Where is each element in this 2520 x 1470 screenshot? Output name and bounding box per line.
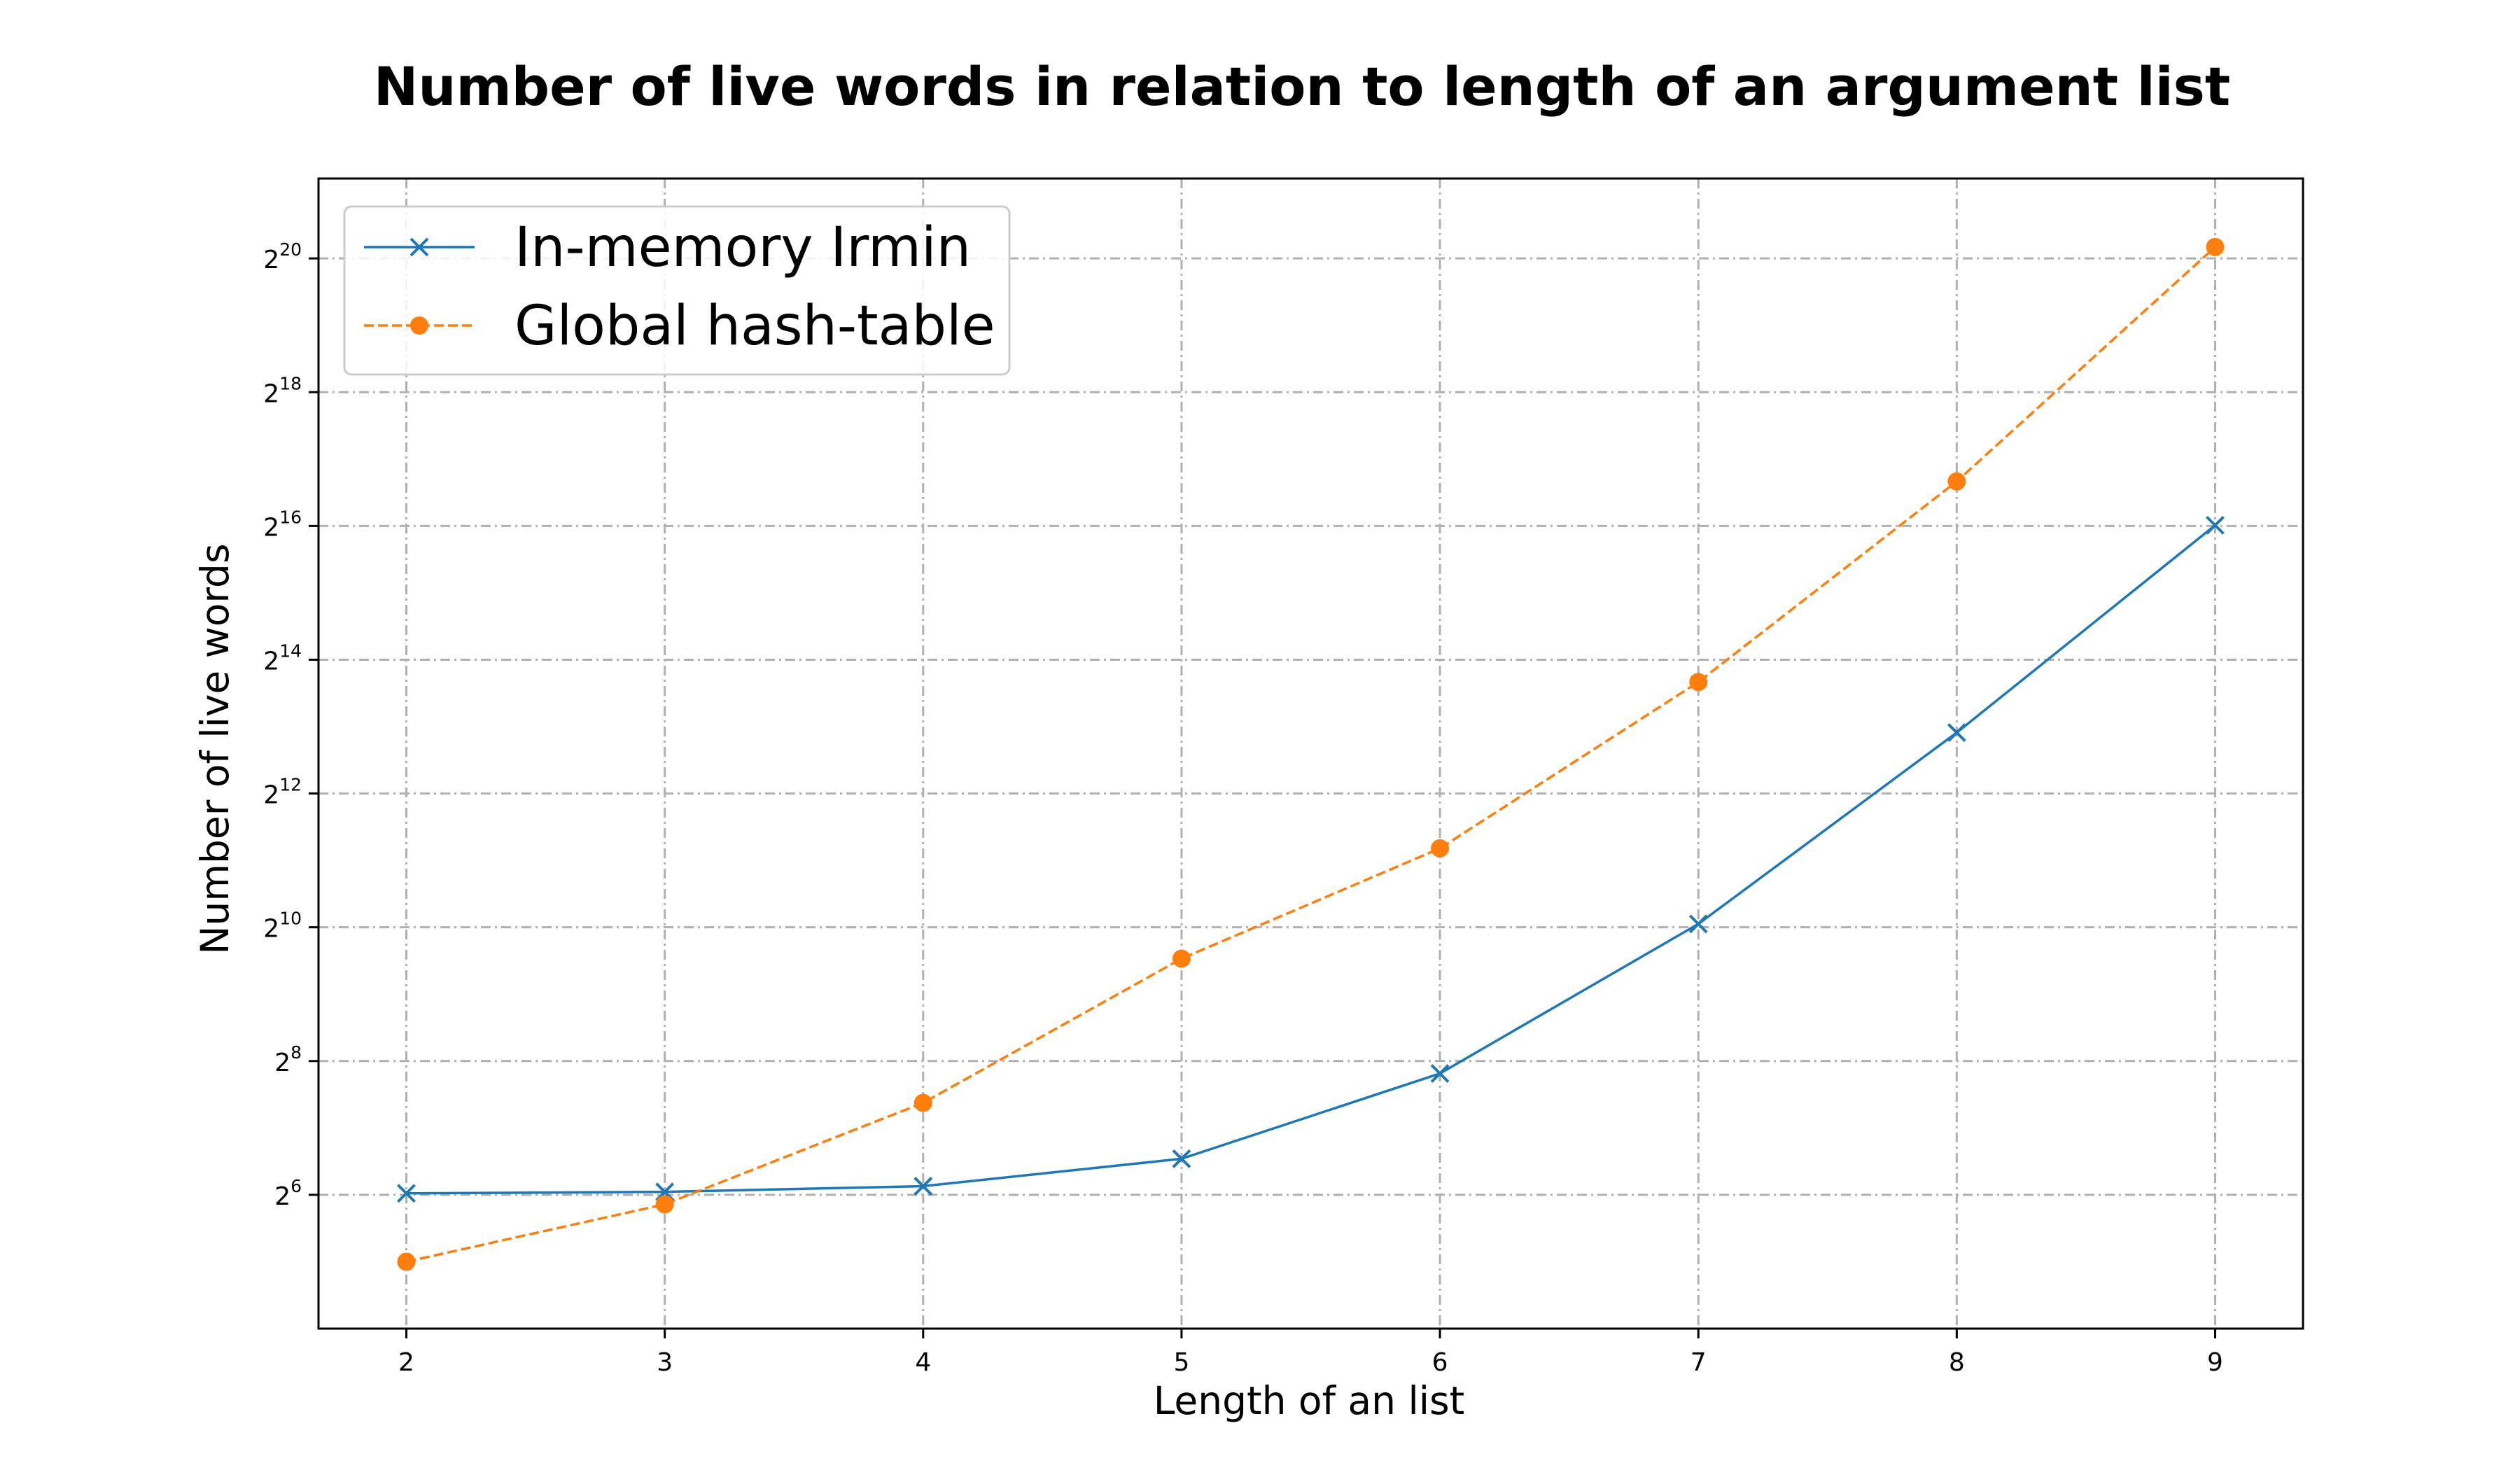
y-tick-base: 2 (263, 647, 279, 676)
series-line (406, 246, 2216, 1264)
y-tick-label: 212 (263, 775, 302, 810)
y-tick-base: 2 (263, 781, 279, 810)
y-tick-exponent: 20 (279, 239, 302, 260)
y-axis-label: Number of live words (192, 543, 237, 954)
series-1 (397, 515, 2225, 1203)
x-tick-label: 5 (1173, 1348, 1189, 1377)
y-tick-exponent: 14 (279, 640, 302, 661)
data-point (1947, 723, 1966, 742)
data-point (397, 1252, 416, 1271)
y-tick-label: 220 (263, 239, 302, 274)
legend-label: Global hash-table (514, 295, 995, 358)
y-tick-base: 2 (263, 513, 279, 542)
data-point (1688, 914, 1708, 934)
legend-swatch-marker (410, 316, 428, 335)
y-tick-exponent: 10 (279, 909, 302, 929)
y-tick-label: 218 (263, 373, 302, 408)
chart-title: Number of live words in relation to leng… (374, 55, 2230, 118)
x-tick-label: 3 (657, 1348, 673, 1377)
x-tick-label: 8 (1949, 1348, 1965, 1377)
data-point (913, 1177, 933, 1196)
legend-label: In-memory Irmin (514, 216, 971, 279)
y-tick-label: 216 (263, 507, 302, 542)
y-tick-label: 214 (263, 640, 302, 676)
y-tick-base: 2 (274, 1182, 290, 1211)
data-point (655, 1195, 674, 1214)
x-axis-ticks: 2 3 4 5 6 7 8 9 (398, 1329, 2223, 1377)
x-axis-label: Length of an list (1154, 1378, 1465, 1423)
data-point (1172, 949, 1191, 968)
x-tick-label: 2 (398, 1348, 414, 1377)
y-tick-label: 210 (263, 909, 302, 944)
y-tick-base: 2 (263, 915, 279, 944)
legend-item: Global hash-table (364, 295, 995, 358)
plot-area-frame (317, 177, 2304, 1330)
x-tick-label: 9 (2207, 1348, 2223, 1377)
y-tick-exponent: 6 (290, 1176, 302, 1196)
x-tick-label: 6 (1432, 1348, 1448, 1377)
data-point (913, 1093, 932, 1112)
y-tick-base: 2 (274, 1049, 290, 1077)
data-point (397, 1184, 416, 1203)
y-tick-exponent: 18 (279, 373, 302, 393)
data-point (1431, 839, 1450, 858)
data-point (2206, 237, 2225, 256)
series-line (406, 524, 2216, 1195)
y-tick-exponent: 8 (290, 1042, 302, 1063)
x-tick-label: 7 (1690, 1348, 1707, 1377)
series-layer (397, 237, 2225, 1271)
series-2 (397, 237, 2225, 1271)
data-point (1947, 472, 1966, 491)
y-tick-base: 2 (263, 246, 279, 274)
data-point (1689, 673, 1708, 692)
data-point (1172, 1149, 1191, 1168)
y-tick-base: 2 (263, 379, 279, 408)
y-tick-label: 26 (274, 1176, 302, 1211)
legend-items: In-memory Irmin Global hash-table (364, 216, 995, 358)
y-tick-exponent: 16 (279, 507, 302, 527)
data-point (1430, 1064, 1450, 1083)
legend-box (343, 205, 1011, 376)
x-tick-label: 4 (915, 1348, 931, 1377)
legend-item: In-memory Irmin (364, 216, 971, 279)
legend: In-memory Irmin Global hash-table (343, 205, 1011, 376)
y-tick-exponent: 12 (279, 775, 302, 795)
legend-swatch-marker (410, 237, 429, 257)
data-point (2206, 515, 2225, 535)
y-tick-label: 28 (274, 1042, 302, 1077)
